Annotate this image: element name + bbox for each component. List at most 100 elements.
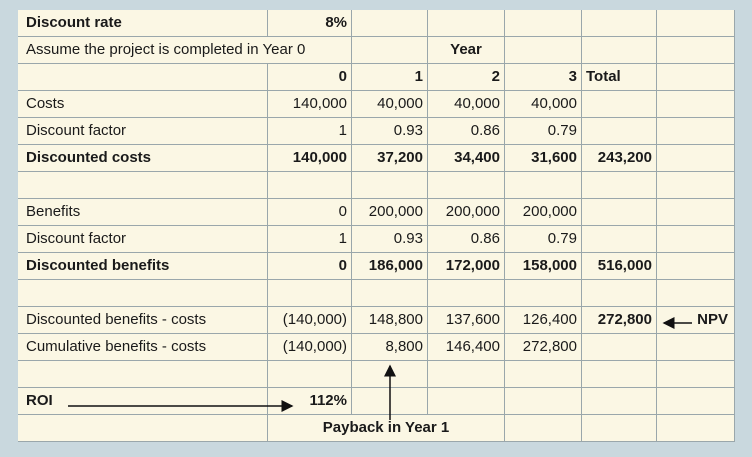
cell-value: 3 [505,64,582,91]
empty-cell [657,415,735,442]
cell-value: 148,800 [352,307,428,334]
cell-value: 126,400 [505,307,582,334]
empty-cell [352,280,428,307]
empty-cell [352,172,428,199]
cell-value: 0 [268,253,352,280]
empty-cell [428,10,505,37]
cell-value: 0.93 [352,118,428,145]
cell-value: 172,000 [428,253,505,280]
row-label: Discount factor [18,226,268,253]
cell-value: 2 [428,64,505,91]
cell-value: 243,200 [582,145,657,172]
cell-value: 140,000 [268,91,352,118]
cell-value: 0 [268,64,352,91]
empty-cell [582,10,657,37]
cell-value: 1 [268,226,352,253]
row-label: Costs [18,91,268,118]
empty-cell [268,172,352,199]
empty-cell [657,172,735,199]
empty-cell [428,361,505,388]
cell-value: Payback in Year 1 [268,415,505,442]
empty-cell [505,415,582,442]
row-label: Discount factor [18,118,268,145]
cell-value: 0.93 [352,226,428,253]
empty-cell [582,334,657,361]
cell-value: 0.86 [428,118,505,145]
row-label: Assume the project is completed in Year … [18,37,352,64]
row-label: Discounted benefits - costs [18,307,268,334]
cell-value: 40,000 [428,91,505,118]
empty-cell [18,280,268,307]
empty-cell [505,388,582,415]
cell-value: 140,000 [268,145,352,172]
cell-value: 8% [268,10,352,37]
empty-cell [18,415,268,442]
empty-cell [352,10,428,37]
cell-value: 516,000 [582,253,657,280]
empty-cell [582,172,657,199]
cell-value: Year [428,37,505,64]
empty-cell [582,91,657,118]
row-label: Discount rate [18,10,268,37]
spreadsheet: Discount rate 8% Assume the project is com… [18,10,735,442]
cell-value: NPV [657,307,735,334]
empty-cell [582,280,657,307]
empty-cell [428,172,505,199]
cell-value: 0.79 [505,226,582,253]
cell-value: 200,000 [428,199,505,226]
empty-cell [657,253,735,280]
empty-cell [582,415,657,442]
cell-value: 0.79 [505,118,582,145]
empty-cell [657,199,735,226]
empty-cell [428,280,505,307]
cell-value: 40,000 [352,91,428,118]
cell-value: 272,800 [582,307,657,334]
cell-value: 200,000 [352,199,428,226]
row-label: Cumulative benefits - costs [18,334,268,361]
empty-cell [657,388,735,415]
empty-cell [18,172,268,199]
empty-cell [657,280,735,307]
cell-value: 31,600 [505,145,582,172]
cell-value: 1 [268,118,352,145]
empty-cell [18,361,268,388]
empty-cell [268,361,352,388]
cell-value: 8,800 [352,334,428,361]
cell-value: 37,200 [352,145,428,172]
empty-cell [582,361,657,388]
empty-cell [505,37,582,64]
empty-cell [582,118,657,145]
cell-value: 272,800 [505,334,582,361]
row-label: Discounted benefits [18,253,268,280]
cell-value: 146,400 [428,334,505,361]
empty-cell [657,37,735,64]
empty-cell [582,388,657,415]
cell-value: 1 [352,64,428,91]
row-label: ROI [18,388,268,415]
empty-cell [582,199,657,226]
empty-cell [657,145,735,172]
cell-value: 158,000 [505,253,582,280]
empty-cell [505,280,582,307]
cell-value: Total [582,64,657,91]
cell-value: 40,000 [505,91,582,118]
empty-cell [505,10,582,37]
empty-cell [582,37,657,64]
empty-cell [657,226,735,253]
empty-cell [268,280,352,307]
empty-cell [657,118,735,145]
empty-cell [582,226,657,253]
cell-value: 0.86 [428,226,505,253]
cell-value: (140,000) [268,334,352,361]
empty-cell [657,361,735,388]
cell-value: (140,000) [268,307,352,334]
cell-value: 112% [268,388,352,415]
empty-cell [18,64,268,91]
cell-value: 137,600 [428,307,505,334]
empty-cell [657,91,735,118]
cell-value: 34,400 [428,145,505,172]
empty-cell [428,388,505,415]
empty-cell [352,37,428,64]
